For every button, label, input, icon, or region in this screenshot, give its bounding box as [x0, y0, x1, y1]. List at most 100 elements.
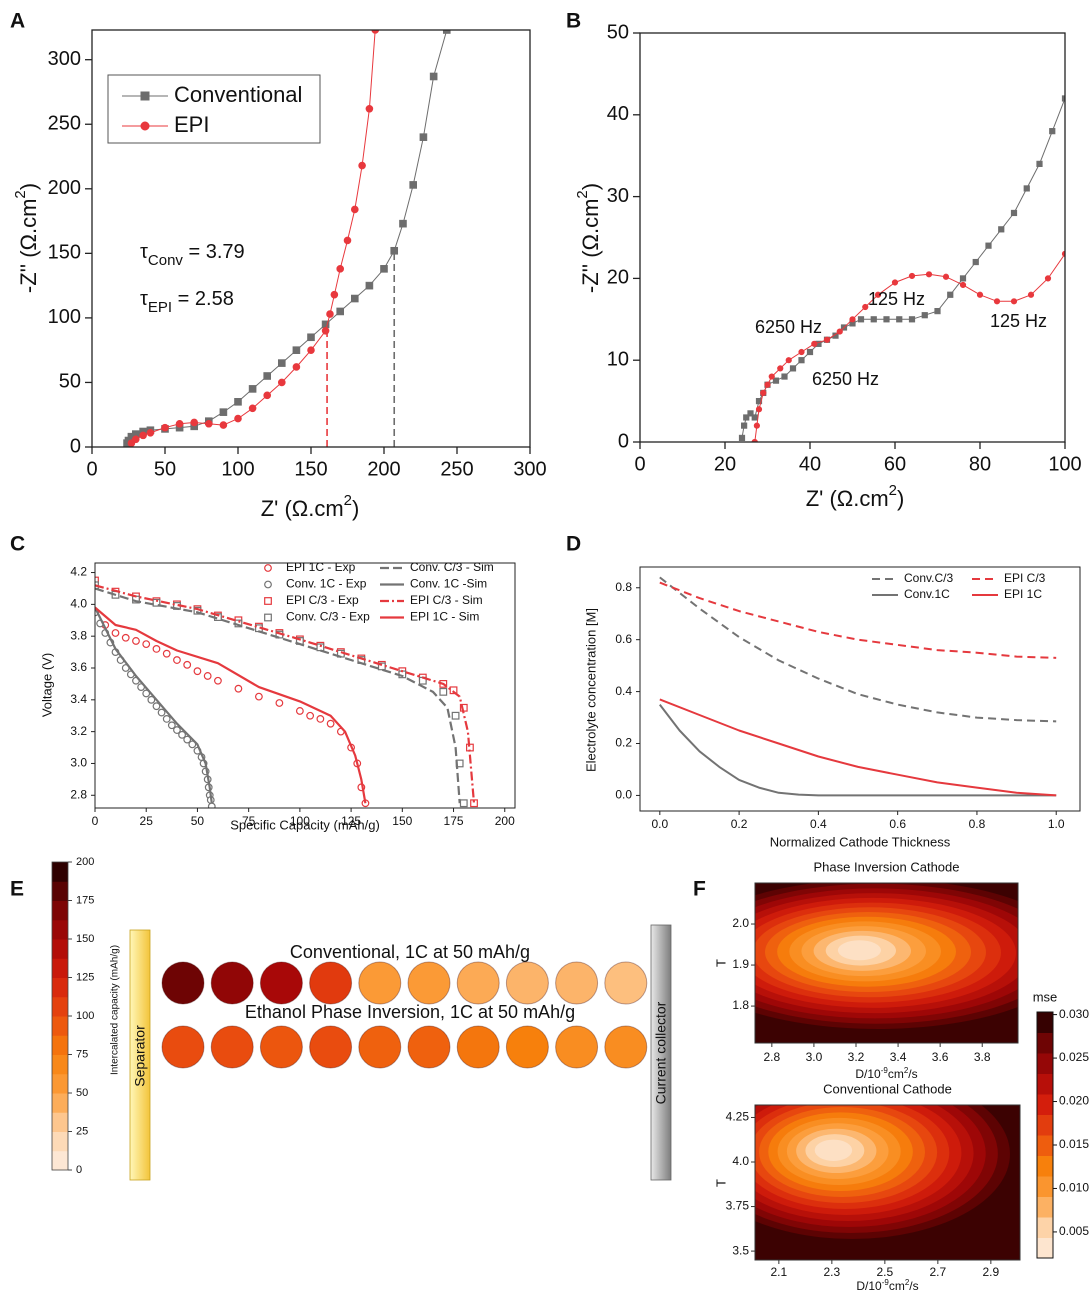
colorbar-tick-label: 150: [76, 933, 94, 945]
particle: [505, 1025, 549, 1069]
y-axis-label: -Z'' (Ω.cm2): [12, 183, 40, 293]
x-axis-label-part: cm: [888, 1067, 904, 1081]
marker: [350, 294, 359, 303]
y-tick-label: 100: [48, 306, 81, 328]
marker: [203, 672, 212, 680]
colorbar-band: [52, 862, 68, 882]
x-tick-label: 100: [1048, 453, 1081, 475]
marker: [321, 327, 330, 335]
colorbar-band: [52, 1035, 68, 1055]
marker: [121, 633, 130, 642]
plot-area: [659, 576, 1057, 797]
panel-letter: A: [10, 10, 25, 33]
y-tick-label: 1.8: [732, 998, 749, 1012]
subplot-title: Conventional Cathode: [823, 1081, 952, 1096]
row-title: Conventional, 1C at 50 mAh/g: [290, 942, 530, 962]
colorbar-band: [52, 1093, 68, 1113]
particle: [604, 961, 648, 1005]
marker: [419, 133, 428, 141]
separator: [129, 929, 151, 1181]
x-axis-label: Z' (Ω.cm2): [806, 482, 905, 510]
panel-letter: B: [566, 10, 581, 33]
y-tick-label: 50: [59, 371, 81, 393]
marker: [207, 802, 216, 808]
y-tick-label: 50: [607, 21, 629, 43]
x-tick-label: 3.0: [806, 1050, 823, 1064]
marker: [862, 303, 869, 311]
marker: [442, 30, 451, 34]
marker: [275, 699, 284, 707]
marker: [147, 695, 156, 704]
marker: [908, 316, 916, 323]
plot-area: [738, 95, 1065, 442]
y-tick-label: 30: [607, 185, 629, 207]
marker: [755, 406, 763, 413]
colorbar-band: [1037, 1196, 1053, 1218]
panel-letter: F: [693, 878, 706, 901]
series-line: [95, 606, 367, 804]
marker: [751, 414, 758, 421]
marker: [142, 640, 151, 649]
marker: [306, 711, 315, 720]
marker: [173, 656, 181, 664]
marker: [152, 702, 161, 711]
x-axis-label-part: D/10: [855, 1067, 881, 1081]
x-tick-label: 2.5: [877, 1265, 894, 1279]
marker: [234, 684, 243, 693]
plot-frame: [754, 1104, 1021, 1261]
subplot-title: Phase Inversion Cathode: [814, 859, 960, 874]
particle: [259, 1025, 303, 1069]
marker: [343, 236, 352, 245]
marker: [140, 121, 150, 131]
series-line: [741, 98, 1065, 438]
marker: [307, 346, 315, 354]
marker: [162, 649, 171, 658]
y-tick-label: 0.2: [615, 736, 632, 750]
marker: [883, 316, 890, 323]
marker: [350, 205, 359, 214]
particle: [604, 1025, 648, 1069]
marker: [1027, 291, 1035, 298]
series-line: [95, 587, 461, 804]
marker: [811, 340, 818, 347]
x-tick-label: 2.9: [983, 1265, 1000, 1279]
y-tick-label: 4.0: [70, 597, 87, 611]
x-tick-label: 80: [969, 453, 991, 475]
y-axis-label-part: ): [16, 183, 41, 190]
marker: [219, 408, 228, 416]
series-line: [659, 581, 1057, 659]
row-title: Ethanol Phase Inversion, 1C at 50 mAh/g: [245, 1002, 575, 1022]
y-axis-label: T: [713, 959, 728, 967]
collector-label: Current collector: [653, 1001, 669, 1104]
panel-letter: C: [10, 533, 25, 556]
colorbar-tick-label: 0.025: [1059, 1050, 1089, 1064]
y-tick-label: 3.2: [70, 724, 87, 738]
marker: [307, 333, 315, 342]
marker: [1023, 185, 1030, 192]
legend-label: Conv. 1C -Sim: [410, 577, 487, 591]
marker: [234, 414, 242, 423]
colorbar-tick-label: 50: [76, 1087, 88, 1099]
marker: [316, 715, 325, 723]
marker: [755, 397, 763, 405]
marker: [798, 357, 805, 364]
marker: [205, 419, 213, 428]
marker: [190, 418, 198, 427]
colorbar-band: [1037, 1155, 1053, 1177]
marker: [1044, 275, 1052, 282]
legend-label: Conv.C/3: [904, 571, 953, 585]
x-tick-label: 150: [294, 458, 327, 480]
series-line: [95, 607, 213, 804]
marker: [777, 365, 784, 372]
particle: [456, 1025, 500, 1069]
marker: [188, 740, 197, 749]
marker: [140, 91, 150, 101]
marker: [175, 419, 184, 428]
particle: [358, 961, 402, 1005]
marker: [365, 104, 374, 113]
marker: [741, 422, 748, 429]
x-tick-label: 0.0: [651, 817, 668, 831]
panel-letter: E: [10, 878, 24, 901]
y-tick-label: 0.4: [615, 684, 632, 698]
